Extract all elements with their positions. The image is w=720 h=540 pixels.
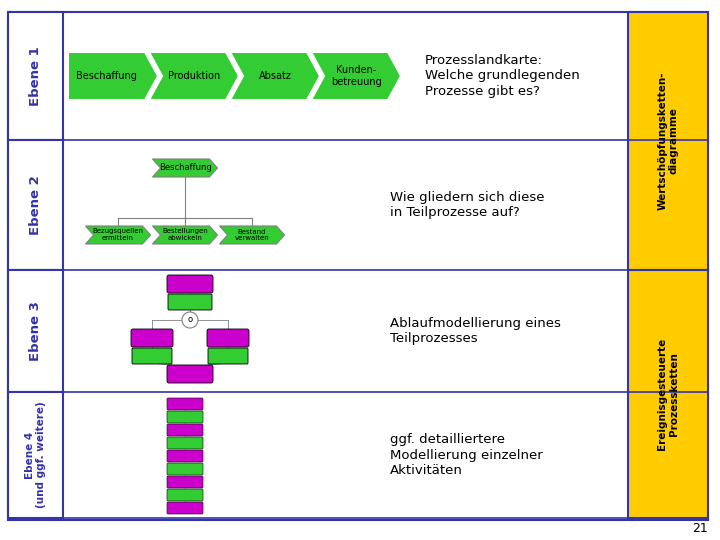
Bar bbox=[8, 12, 63, 140]
Text: 21: 21 bbox=[692, 522, 708, 535]
Polygon shape bbox=[153, 226, 217, 244]
Text: Ebene 4
(und ggf. weitere): Ebene 4 (und ggf. weitere) bbox=[24, 402, 46, 508]
FancyBboxPatch shape bbox=[167, 476, 203, 488]
Text: Wie gliedern sich diese
in Teilprozesse auf?: Wie gliedern sich diese in Teilprozesse … bbox=[390, 191, 544, 219]
FancyBboxPatch shape bbox=[167, 463, 203, 475]
FancyBboxPatch shape bbox=[168, 294, 212, 310]
Text: Beschaffung: Beschaffung bbox=[76, 71, 137, 81]
Text: Kunden-
betreuung: Kunden- betreuung bbox=[330, 65, 382, 87]
Bar bbox=[628, 12, 708, 270]
Text: Bestellungen
abwickeln: Bestellungen abwickeln bbox=[162, 228, 208, 241]
Text: Prozesslandkarte:
Welche grundlegenden
Prozesse gibt es?: Prozesslandkarte: Welche grundlegenden P… bbox=[425, 55, 580, 98]
Text: Absatz: Absatz bbox=[258, 71, 292, 81]
Text: Ebene 3: Ebene 3 bbox=[29, 301, 42, 361]
FancyBboxPatch shape bbox=[207, 329, 249, 347]
Text: Wertschöpfungsketten-
diagramme: Wertschöpfungsketten- diagramme bbox=[657, 72, 679, 210]
Text: Ebene 2: Ebene 2 bbox=[29, 175, 42, 235]
FancyBboxPatch shape bbox=[167, 365, 213, 383]
Text: Ablaufmodellierung eines
Teilprozesses: Ablaufmodellierung eines Teilprozesses bbox=[390, 317, 561, 345]
FancyBboxPatch shape bbox=[167, 450, 203, 462]
Polygon shape bbox=[86, 226, 150, 244]
Circle shape bbox=[182, 312, 198, 328]
Polygon shape bbox=[230, 52, 320, 100]
Bar bbox=[8, 392, 63, 518]
FancyBboxPatch shape bbox=[208, 348, 248, 364]
Polygon shape bbox=[311, 52, 401, 100]
Text: Ereignisgesteuerte
Prozessketten: Ereignisgesteuerte Prozessketten bbox=[657, 338, 679, 450]
Text: o: o bbox=[187, 315, 192, 325]
FancyBboxPatch shape bbox=[131, 329, 173, 347]
Text: Ebene 1: Ebene 1 bbox=[29, 46, 42, 106]
FancyBboxPatch shape bbox=[167, 398, 203, 410]
FancyBboxPatch shape bbox=[167, 489, 203, 501]
FancyBboxPatch shape bbox=[167, 437, 203, 449]
FancyBboxPatch shape bbox=[132, 348, 172, 364]
FancyBboxPatch shape bbox=[167, 424, 203, 436]
Text: ggf. detailliertere
Modellierung einzelner
Aktivitäten: ggf. detailliertere Modellierung einzeln… bbox=[390, 434, 543, 476]
FancyBboxPatch shape bbox=[167, 502, 203, 514]
Bar bbox=[8, 270, 63, 392]
Polygon shape bbox=[149, 52, 239, 100]
Polygon shape bbox=[153, 159, 217, 177]
FancyBboxPatch shape bbox=[167, 275, 213, 293]
Text: Produktion: Produktion bbox=[168, 71, 220, 81]
Bar bbox=[8, 140, 63, 270]
Text: Bezugsquellen
ermitteln: Bezugsquellen ermitteln bbox=[92, 228, 143, 241]
Polygon shape bbox=[220, 226, 284, 244]
Polygon shape bbox=[68, 52, 158, 100]
Bar bbox=[628, 270, 708, 518]
FancyBboxPatch shape bbox=[167, 411, 203, 423]
Text: Bestand
verwalten: Bestand verwalten bbox=[235, 228, 269, 241]
Text: Beschaffung: Beschaffung bbox=[158, 164, 212, 172]
